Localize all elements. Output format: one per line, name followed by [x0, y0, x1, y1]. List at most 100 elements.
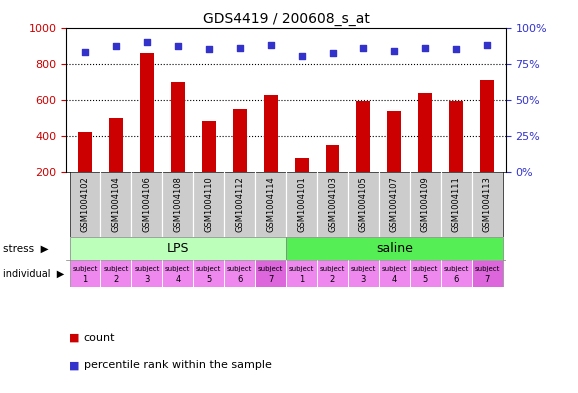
Text: 4: 4 — [175, 275, 180, 284]
FancyBboxPatch shape — [255, 172, 286, 237]
Text: subject: subject — [196, 266, 221, 272]
Point — [235, 44, 244, 51]
Point — [173, 43, 183, 50]
FancyBboxPatch shape — [69, 172, 101, 237]
Text: 7: 7 — [268, 275, 273, 284]
Text: subject: subject — [475, 266, 500, 272]
Bar — [480, 80, 494, 172]
Text: 6: 6 — [237, 275, 242, 284]
Point — [421, 44, 430, 51]
FancyBboxPatch shape — [162, 260, 193, 287]
FancyBboxPatch shape — [348, 172, 379, 237]
Text: subject: subject — [351, 266, 376, 272]
Text: subject: subject — [381, 266, 407, 272]
FancyBboxPatch shape — [224, 172, 255, 237]
Text: GSM1004112: GSM1004112 — [235, 177, 244, 232]
FancyBboxPatch shape — [101, 260, 131, 287]
FancyBboxPatch shape — [286, 172, 317, 237]
FancyBboxPatch shape — [379, 172, 410, 237]
Text: 3: 3 — [361, 275, 366, 284]
Bar — [78, 132, 92, 172]
Text: 6: 6 — [454, 275, 459, 284]
Text: GSM1004107: GSM1004107 — [390, 176, 399, 233]
FancyBboxPatch shape — [131, 260, 162, 287]
Text: GSM1004101: GSM1004101 — [297, 177, 306, 232]
FancyBboxPatch shape — [379, 260, 410, 287]
Text: LPS: LPS — [166, 242, 189, 255]
FancyBboxPatch shape — [255, 260, 286, 287]
Text: GSM1004105: GSM1004105 — [359, 177, 368, 232]
FancyBboxPatch shape — [101, 172, 131, 237]
Text: individual  ▶: individual ▶ — [3, 268, 64, 279]
Text: GSM1004102: GSM1004102 — [80, 177, 90, 232]
Text: subject: subject — [227, 266, 253, 272]
FancyBboxPatch shape — [348, 260, 379, 287]
Text: subject: subject — [320, 266, 345, 272]
FancyBboxPatch shape — [472, 260, 503, 287]
Bar — [325, 145, 339, 172]
Point — [328, 50, 337, 57]
FancyBboxPatch shape — [317, 260, 348, 287]
Bar — [109, 118, 123, 172]
FancyBboxPatch shape — [69, 260, 101, 287]
FancyBboxPatch shape — [193, 172, 224, 237]
Text: ■: ■ — [69, 333, 80, 343]
Bar — [418, 93, 432, 172]
FancyBboxPatch shape — [472, 172, 503, 237]
FancyBboxPatch shape — [193, 260, 224, 287]
Text: GSM1004104: GSM1004104 — [112, 177, 120, 232]
Point — [297, 53, 306, 59]
Text: 1: 1 — [83, 275, 88, 284]
Text: subject: subject — [134, 266, 160, 272]
Point — [266, 42, 275, 48]
Text: 1: 1 — [299, 275, 304, 284]
Text: GSM1004103: GSM1004103 — [328, 176, 337, 233]
Point — [451, 46, 461, 52]
Text: subject: subject — [289, 266, 314, 272]
Text: saline: saline — [376, 242, 413, 255]
Point — [204, 46, 213, 52]
Text: subject: subject — [258, 266, 283, 272]
Title: GDS4419 / 200608_s_at: GDS4419 / 200608_s_at — [203, 13, 369, 26]
Bar — [171, 83, 185, 172]
Bar — [295, 158, 309, 172]
Bar — [202, 121, 216, 172]
Text: subject: subject — [413, 266, 438, 272]
Point — [112, 43, 121, 50]
Text: 7: 7 — [484, 275, 490, 284]
Text: count: count — [84, 333, 115, 343]
FancyBboxPatch shape — [162, 172, 193, 237]
FancyBboxPatch shape — [131, 172, 162, 237]
Text: GSM1004110: GSM1004110 — [204, 177, 213, 232]
FancyBboxPatch shape — [441, 172, 472, 237]
Point — [483, 42, 492, 48]
FancyBboxPatch shape — [286, 237, 503, 260]
Bar — [387, 111, 401, 172]
Point — [390, 48, 399, 54]
Text: 2: 2 — [330, 275, 335, 284]
Text: GSM1004113: GSM1004113 — [483, 176, 492, 233]
Point — [142, 39, 151, 45]
FancyBboxPatch shape — [286, 260, 317, 287]
Text: 5: 5 — [423, 275, 428, 284]
Text: 4: 4 — [392, 275, 397, 284]
FancyBboxPatch shape — [224, 260, 255, 287]
Bar — [357, 101, 370, 172]
Text: 3: 3 — [144, 275, 150, 284]
Text: 2: 2 — [113, 275, 118, 284]
Text: GSM1004106: GSM1004106 — [142, 176, 151, 233]
Point — [80, 49, 90, 55]
Text: 5: 5 — [206, 275, 212, 284]
FancyBboxPatch shape — [410, 172, 441, 237]
Text: subject: subject — [165, 266, 191, 272]
Text: GSM1004109: GSM1004109 — [421, 177, 430, 232]
Bar — [140, 53, 154, 172]
Text: ■: ■ — [69, 360, 80, 371]
Bar — [233, 110, 247, 172]
Text: subject: subject — [72, 266, 98, 272]
Text: percentile rank within the sample: percentile rank within the sample — [84, 360, 272, 371]
Text: GSM1004108: GSM1004108 — [173, 176, 182, 233]
Text: subject: subject — [443, 266, 469, 272]
FancyBboxPatch shape — [69, 237, 286, 260]
Bar — [449, 101, 463, 172]
